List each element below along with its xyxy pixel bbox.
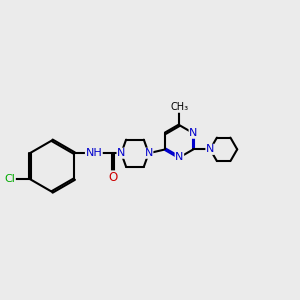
- Text: NH: NH: [85, 148, 102, 158]
- Text: N: N: [206, 144, 214, 154]
- Text: N: N: [175, 152, 184, 162]
- Text: N: N: [117, 148, 125, 158]
- Text: N: N: [189, 128, 197, 138]
- Text: Cl: Cl: [4, 174, 15, 184]
- Text: O: O: [109, 171, 118, 184]
- Text: CH₃: CH₃: [170, 102, 188, 112]
- Text: N: N: [145, 148, 153, 158]
